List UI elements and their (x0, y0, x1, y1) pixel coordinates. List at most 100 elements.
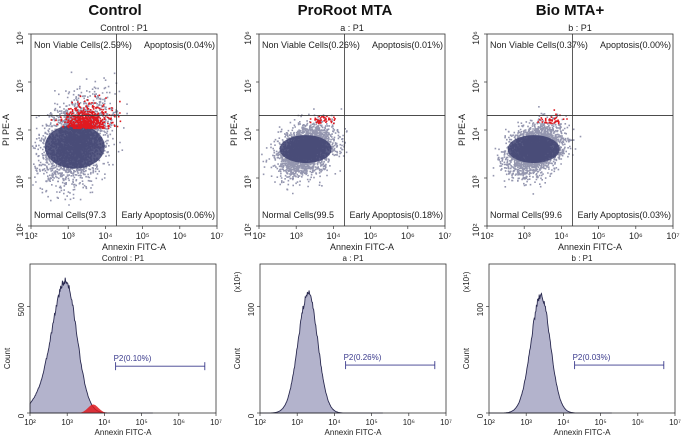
histogram-y-axis-label: Count (3, 347, 12, 369)
quadrant-label-non-viable: Non Viable Cells(0.37%) (490, 40, 588, 50)
dot-x-tick-label: 10² (480, 231, 493, 241)
histogram-y-multiplier: (x10¹) (462, 271, 471, 292)
dot-plot-x-axis-label: Annexin FITC-A (102, 242, 166, 252)
axes-layer (27, 33, 676, 416)
dot-x-tick-label: 10⁵ (364, 231, 378, 241)
dot-y-tick-label: 10⁴ (243, 127, 253, 141)
dot-x-tick-label: 10⁶ (629, 231, 643, 241)
dot-plot-subtitle: a : P1 (340, 23, 364, 33)
population-core-3 (507, 135, 560, 164)
population-cloud-2 (261, 108, 348, 195)
hist-x-tick-label: 10³ (61, 418, 73, 427)
dot-y-tick-label: 10² (471, 223, 481, 236)
dot-y-tick-label: 10³ (243, 175, 253, 188)
histogram-layer (29, 277, 612, 414)
population-core-2 (279, 135, 332, 164)
hist-x-tick-label: 10⁶ (403, 418, 415, 427)
dot-x-tick-label: 10⁴ (326, 231, 340, 241)
hist-x-tick-label: 10⁶ (173, 418, 185, 427)
hist-x-tick-label: 10⁴ (98, 418, 111, 427)
hist-x-tick-label: 10³ (291, 418, 303, 427)
dot-y-tick-label: 10⁵ (15, 79, 25, 93)
dot-y-tick-label: 10⁵ (243, 79, 253, 93)
dot-plot-y-axis-label: PI PE-A (1, 114, 11, 146)
dot-x-tick-label: 10² (252, 231, 265, 241)
gate-label: P2(0.03%) (573, 353, 611, 362)
population-cloud-1 (31, 71, 128, 215)
hist-x-tick-label: 10⁴ (557, 418, 570, 427)
histogram-x-axis-label: Annexin FITC-A (554, 428, 612, 437)
histogram-x-axis-label: Annexin FITC-A (95, 428, 153, 437)
histogram-y-multiplier: (x10¹) (233, 271, 242, 292)
dead-cell-points-3 (537, 109, 568, 125)
hist-x-tick-label: 10³ (520, 418, 532, 427)
histogram-frame-2 (259, 263, 447, 414)
quadrant-label-early-apoptosis: Early Apoptosis(0.03%) (577, 210, 671, 220)
quadrant-label-normal: Normal Cells(99.5 (262, 210, 334, 220)
dot-y-tick-label: 10⁶ (243, 31, 253, 45)
dot-y-tick-label: 10⁴ (471, 127, 481, 141)
quadrant-label-non-viable: Non Viable Cells(0.26%) (262, 40, 360, 50)
dot-x-tick-label: 10³ (290, 231, 303, 241)
histogram-curve-1 (29, 277, 153, 414)
quadrant-label-normal: Normal Cells(97.3 (34, 210, 106, 220)
hist-x-tick-label: 10² (254, 418, 266, 427)
histogram-y-axis-label: Count (233, 347, 242, 369)
dot-y-tick-label: 10² (15, 223, 25, 236)
dot-y-tick-label: 10³ (15, 175, 25, 188)
dot-y-tick-label: 10⁵ (471, 79, 481, 93)
dot-y-tick-label: 10⁶ (15, 31, 25, 45)
dot-x-tick-label: 10³ (518, 231, 531, 241)
quadrant-label-apoptosis: Apoptosis(0.01%) (372, 40, 443, 50)
quadrant-label-apoptosis: Apoptosis(0.04%) (144, 40, 215, 50)
hist-x-tick-label: 10⁷ (669, 418, 681, 427)
hist-y-tick-label: 0 (476, 413, 485, 418)
population-core-1 (44, 124, 105, 169)
hist-x-tick-label: 10⁷ (440, 418, 452, 427)
dot-x-tick-label: 10⁵ (592, 231, 606, 241)
hist-x-tick-label: 10⁷ (210, 418, 222, 427)
panel-title-biomta: Bio MTA+ (535, 2, 605, 19)
histogram-subtitle: Control : P1 (102, 254, 145, 263)
panel-title-proroot: ProRoot MTA (297, 2, 393, 19)
hist-y-tick-label: 0 (17, 413, 26, 418)
dot-x-tick-label: 10⁷ (438, 231, 451, 241)
text-layer: 10² 10³ 10⁴ 10⁵ 10⁶ 10⁷ 10² 10³ 10⁴ 10⁵ 10⁶ Control… (1, 23, 681, 437)
dot-plot-subtitle: Control : P1 (100, 23, 148, 33)
dot-x-tick-label: 10⁴ (554, 231, 568, 241)
histogram-frame-3 (488, 263, 676, 414)
histogram-subtitle: b : P1 (572, 254, 593, 263)
dot-plot-x-axis-label: Annexin FITC-A (330, 242, 394, 252)
dot-y-tick-label: 10³ (471, 175, 481, 188)
dot-x-tick-label: 10⁴ (98, 231, 112, 241)
histogram-y-axis-label: Count (462, 347, 471, 369)
dead-cell-points-2 (309, 115, 336, 125)
dead-cell-points-1 (50, 94, 122, 130)
hist-x-tick-label: 10² (24, 418, 36, 427)
hist-x-tick-label: 10⁶ (632, 418, 644, 427)
histogram-red-region (76, 404, 110, 413)
dot-x-tick-label: 10⁵ (136, 231, 150, 241)
dot-plot-y-axis-label: PI PE-A (457, 114, 467, 146)
dot-x-tick-label: 10² (24, 231, 37, 241)
dot-plot-frame-3 (486, 33, 674, 227)
hist-x-tick-label: 10⁵ (365, 418, 377, 427)
dot-y-tick-label: 10⁴ (15, 127, 25, 141)
hist-x-tick-label: 10⁵ (135, 418, 147, 427)
gate-label: P2(0.10%) (114, 354, 152, 363)
dot-x-tick-label: 10⁶ (173, 231, 187, 241)
hist-x-tick-label: 10² (483, 418, 495, 427)
quadrant-label-normal: Normal Cells(99.6 (490, 210, 562, 220)
quadrant-label-early-apoptosis: Early Apoptosis(0.18%) (349, 210, 443, 220)
gate-label: P2(0.26%) (344, 353, 382, 362)
dot-plot-y-axis-label: PI PE-A (229, 114, 239, 146)
dot-x-tick-label: 10⁶ (401, 231, 415, 241)
hist-y-tick-label: 0 (247, 413, 256, 418)
dot-x-tick-label: 10⁷ (210, 231, 223, 241)
hist-y-tick-label: 100 (476, 302, 485, 316)
hist-x-tick-label: 10⁵ (594, 418, 606, 427)
dot-x-tick-label: 10³ (62, 231, 75, 241)
population-layer (31, 71, 582, 215)
dot-x-tick-label: 10⁷ (666, 231, 679, 241)
